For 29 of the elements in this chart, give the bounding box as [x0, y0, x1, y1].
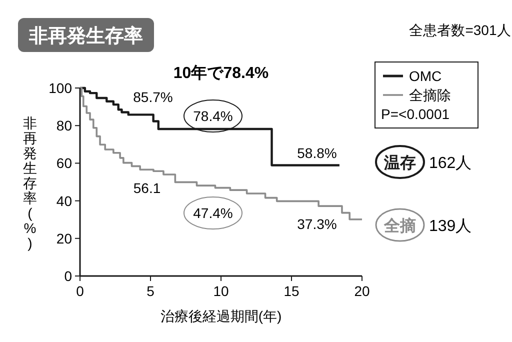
text: 全摘 — [383, 217, 416, 235]
x-tick-label: 15 — [284, 283, 300, 299]
y-tick-label: 40 — [56, 192, 72, 209]
x-tick-label: 5 — [146, 283, 155, 299]
x-tick-label: 20 — [354, 283, 370, 299]
annotation: 78.4% — [193, 108, 233, 124]
text: 全患者数=301人 — [409, 22, 511, 38]
annotation: 85.7% — [133, 89, 173, 105]
text: 非再発生存率(%) — [23, 115, 37, 251]
text: 温存 — [383, 154, 416, 172]
x-axis-title: 治療後経過期間(年) — [160, 308, 282, 324]
text: 162人 — [429, 155, 472, 172]
text: 10年で78.4% — [173, 64, 269, 82]
chart-title: 非再発生存率 — [28, 25, 143, 47]
y-tick-label: 20 — [56, 230, 72, 246]
annotation: 56.1 — [133, 180, 161, 196]
y-tick-label: 80 — [56, 118, 72, 134]
text: P=<0.0001 — [381, 106, 450, 122]
x-tick-label: 0 — [76, 283, 84, 299]
text: 139人 — [429, 218, 472, 235]
y-tick-label: 0 — [64, 268, 72, 284]
annotation: 47.4% — [193, 205, 233, 221]
legend-label: OMC — [409, 68, 442, 84]
annotation: 37.3% — [297, 216, 337, 232]
annotation: 58.8% — [297, 145, 337, 161]
y-tick-label: 100 — [48, 80, 72, 96]
legend-label: 全摘除 — [409, 87, 451, 103]
y-tick-label: 60 — [56, 155, 72, 172]
x-tick-label: 10 — [213, 283, 229, 299]
